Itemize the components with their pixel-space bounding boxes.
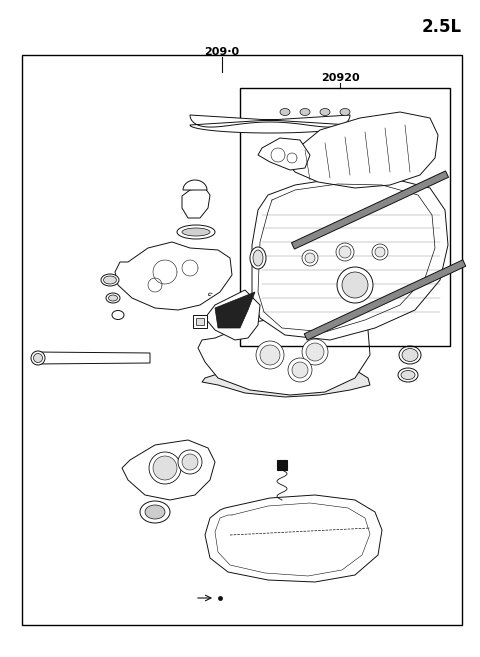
Bar bbox=[277, 460, 287, 470]
Circle shape bbox=[306, 343, 324, 361]
Ellipse shape bbox=[177, 225, 215, 239]
Ellipse shape bbox=[399, 346, 421, 364]
Ellipse shape bbox=[320, 108, 330, 116]
Ellipse shape bbox=[31, 351, 45, 365]
Polygon shape bbox=[205, 290, 260, 340]
Ellipse shape bbox=[340, 108, 350, 116]
Circle shape bbox=[288, 358, 312, 382]
Circle shape bbox=[292, 362, 308, 378]
Ellipse shape bbox=[112, 311, 124, 319]
Circle shape bbox=[302, 339, 328, 365]
Circle shape bbox=[182, 454, 198, 470]
Text: 20920: 20920 bbox=[321, 73, 360, 83]
Circle shape bbox=[178, 450, 202, 474]
Bar bbox=[22, 55, 462, 625]
Polygon shape bbox=[122, 440, 215, 500]
Text: 2.5L: 2.5L bbox=[422, 18, 462, 36]
Circle shape bbox=[302, 250, 318, 266]
Ellipse shape bbox=[250, 247, 266, 269]
Circle shape bbox=[260, 345, 280, 365]
Circle shape bbox=[339, 246, 351, 258]
Ellipse shape bbox=[300, 108, 310, 116]
Circle shape bbox=[305, 253, 315, 263]
Circle shape bbox=[372, 244, 388, 260]
Polygon shape bbox=[215, 292, 255, 328]
Circle shape bbox=[153, 456, 177, 480]
Ellipse shape bbox=[398, 368, 418, 382]
Circle shape bbox=[256, 341, 284, 369]
Ellipse shape bbox=[280, 108, 290, 116]
Polygon shape bbox=[182, 188, 210, 218]
Ellipse shape bbox=[182, 228, 210, 236]
Polygon shape bbox=[258, 138, 310, 170]
Ellipse shape bbox=[101, 274, 119, 286]
Polygon shape bbox=[202, 360, 370, 397]
Ellipse shape bbox=[253, 250, 263, 266]
Ellipse shape bbox=[34, 353, 43, 363]
Ellipse shape bbox=[108, 295, 118, 301]
Circle shape bbox=[337, 267, 373, 303]
Polygon shape bbox=[304, 260, 466, 340]
Ellipse shape bbox=[140, 501, 170, 523]
Circle shape bbox=[336, 243, 354, 261]
Polygon shape bbox=[183, 180, 207, 190]
Ellipse shape bbox=[401, 371, 415, 380]
Text: 209·0: 209·0 bbox=[204, 47, 240, 57]
Bar bbox=[196, 318, 204, 325]
Ellipse shape bbox=[104, 276, 117, 284]
Polygon shape bbox=[291, 171, 448, 249]
Ellipse shape bbox=[402, 348, 418, 361]
Ellipse shape bbox=[106, 293, 120, 303]
Polygon shape bbox=[35, 352, 150, 364]
Polygon shape bbox=[285, 112, 438, 188]
Polygon shape bbox=[252, 178, 448, 340]
Circle shape bbox=[342, 272, 368, 298]
Ellipse shape bbox=[145, 505, 165, 519]
Circle shape bbox=[375, 247, 385, 257]
Polygon shape bbox=[198, 315, 370, 395]
Bar bbox=[240, 88, 450, 346]
Circle shape bbox=[149, 452, 181, 484]
Bar bbox=[193, 315, 207, 328]
Polygon shape bbox=[115, 242, 232, 310]
Polygon shape bbox=[190, 115, 350, 133]
Polygon shape bbox=[205, 495, 382, 582]
